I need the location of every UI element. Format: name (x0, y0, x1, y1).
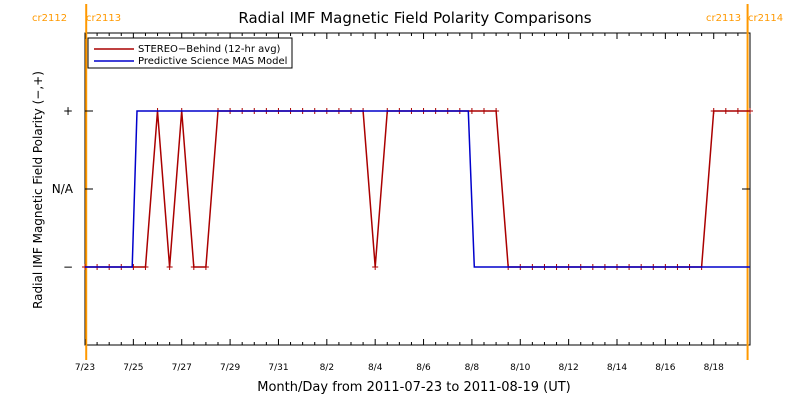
data-point-marker (722, 108, 729, 114)
x-ticks: 7/23 7/25 7/27 7/29 7/31 8/2 8/4 8/6 8/8 8/10 8/12… (75, 33, 751, 373)
x-tick-label: 8/14 (607, 363, 627, 373)
data-point-marker (747, 108, 753, 114)
data-point-marker (166, 264, 173, 270)
y-tick-label: N/A (52, 182, 74, 196)
y-axis-label: Radial IMF Magnetic Field Polarity (−,+) (31, 71, 45, 309)
data-point-marker (190, 264, 197, 270)
data-point-marker (493, 108, 500, 114)
x-tick-label: 7/23 (75, 363, 95, 373)
legend-box (87, 37, 293, 69)
x-tick-label: 8/10 (510, 363, 530, 373)
carrington-label-right-1: cr2113 (86, 13, 121, 24)
x-axis-label: Month/Day from 2011-07-23 to 2011-08-19 … (257, 380, 570, 395)
carrington-lines (85, 4, 749, 360)
legend-label-mas: Predictive Science MAS Model (138, 56, 287, 67)
series-line-mas (85, 110, 750, 268)
data-point-marker (468, 108, 475, 114)
x-tick-label: 8/16 (655, 363, 675, 373)
data-point-marker (372, 264, 379, 270)
chart-title: Radial IMF Magnetic Field Polarity Compa… (238, 9, 591, 27)
carrington-label-left-2: cr2113 (706, 13, 741, 24)
x-tick-label: 8/6 (416, 363, 431, 373)
y-tick-label: + (63, 104, 73, 118)
carrington-label-left-1: cr2112 (32, 13, 67, 24)
x-tick-label: 8/4 (368, 363, 383, 373)
data-point-marker (734, 108, 741, 114)
x-tick-label: 7/29 (220, 363, 240, 373)
x-tick-label: 8/2 (320, 363, 334, 373)
data-point-marker (142, 264, 149, 270)
x-tick-label: 7/25 (123, 363, 143, 373)
data-point-marker (202, 264, 209, 270)
data-point-marker (481, 108, 487, 114)
legend-label-stereo: STEREO−Behind (12-hr avg) (138, 44, 281, 55)
x-tick-label: 7/27 (172, 363, 192, 373)
x-tick-label: 8/8 (465, 363, 480, 373)
y-tick-label: − (63, 260, 73, 274)
data-point-marker (710, 108, 717, 114)
carrington-label-right-2: cr2114 (748, 13, 783, 24)
legend: STEREO−Behind (12-hr avg) Predictive Sci… (87, 37, 293, 69)
series (82, 108, 753, 270)
x-tick-label: 8/12 (559, 363, 579, 373)
x-tick-label: 8/18 (704, 363, 724, 373)
x-tick-label: 7/31 (268, 363, 288, 373)
